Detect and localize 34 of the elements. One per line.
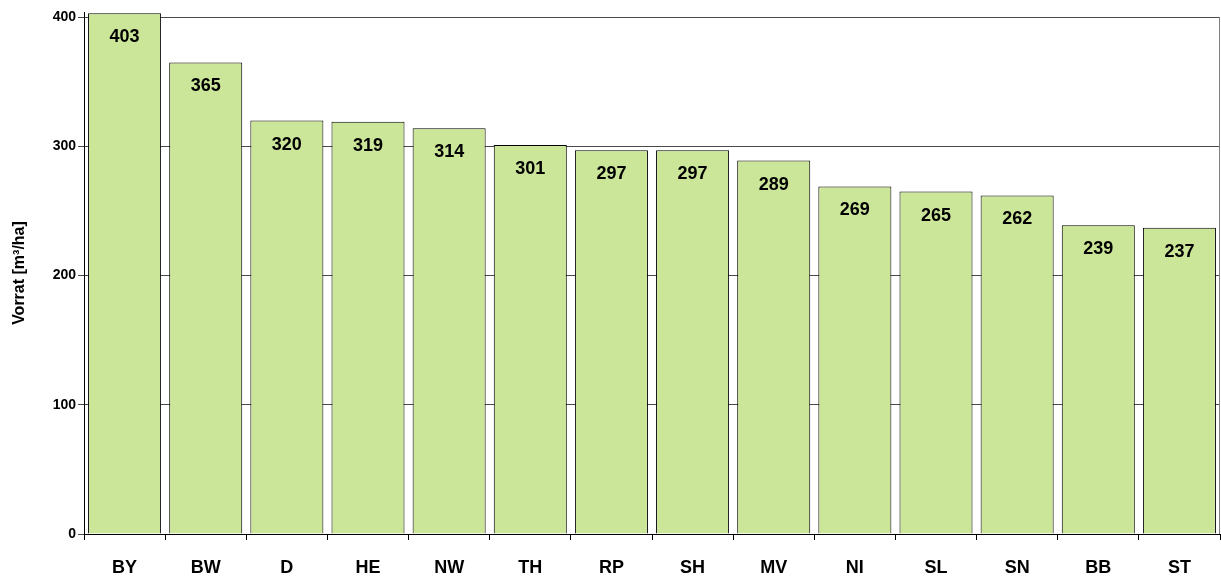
y-tick-label: 300 bbox=[52, 137, 77, 154]
x-tick-label: MV bbox=[760, 556, 788, 577]
data-label: 237 bbox=[1164, 240, 1195, 261]
data-label: 320 bbox=[271, 133, 302, 154]
data-label: 297 bbox=[596, 163, 627, 184]
x-tick-label: BB bbox=[1085, 556, 1112, 577]
x-tick-label: BY bbox=[112, 556, 138, 577]
data-label: 403 bbox=[109, 26, 140, 47]
x-tick-label: HE bbox=[355, 556, 381, 577]
data-label: 319 bbox=[352, 134, 384, 155]
x-tick-label: NI bbox=[845, 556, 864, 577]
x-tick-label: TH bbox=[518, 556, 543, 577]
y-tick-label: 100 bbox=[52, 395, 77, 412]
data-label: 365 bbox=[190, 75, 221, 96]
x-tick-label: BW bbox=[190, 556, 221, 577]
x-tick-label: RP bbox=[598, 556, 624, 577]
data-label: 289 bbox=[758, 173, 789, 194]
x-tick-label: D bbox=[280, 556, 294, 577]
x-tick-label: SH bbox=[680, 556, 706, 577]
data-label: 297 bbox=[677, 163, 708, 184]
data-label: 314 bbox=[434, 141, 465, 162]
data-label: 262 bbox=[1002, 208, 1033, 229]
x-tick-label: SN bbox=[1004, 556, 1030, 577]
data-label: 301 bbox=[515, 158, 546, 179]
y-tick-label: 0 bbox=[68, 524, 77, 541]
y-axis-title: Vorrat [m³/ha] bbox=[10, 221, 28, 325]
y-tick-label: 200 bbox=[52, 266, 77, 283]
data-label: 265 bbox=[920, 204, 952, 225]
x-tick-label: SL bbox=[924, 556, 948, 577]
x-tick-label: NW bbox=[434, 556, 465, 577]
data-label: 239 bbox=[1083, 238, 1114, 259]
x-tick-label: ST bbox=[1167, 556, 1191, 577]
data-label: 269 bbox=[839, 199, 870, 220]
y-tick-label: 400 bbox=[52, 8, 77, 25]
